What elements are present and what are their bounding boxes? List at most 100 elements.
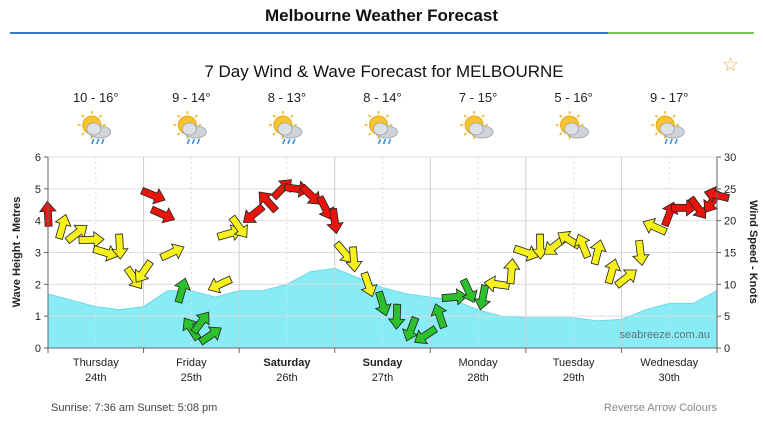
x-tick-day-date: 27th (372, 372, 393, 384)
cloud-puff (659, 122, 675, 136)
x-tick-day-date: 25th (181, 372, 202, 384)
wind-arrow (360, 271, 378, 298)
wind-arrow (283, 180, 311, 198)
sun-ray (194, 114, 198, 118)
partly-cloudy-icon (555, 111, 589, 139)
sun-ray (385, 114, 389, 118)
day-temperature: 7 - 15° (459, 90, 497, 105)
x-tick-day-name: Sunday (363, 357, 404, 369)
rain-drop (387, 138, 392, 145)
wind-arrow (642, 217, 668, 236)
partly-cloudy-rain-icon (77, 111, 112, 145)
sun-ray (368, 114, 372, 118)
wind-arrow (159, 243, 185, 262)
x-tick-day-name: Tuesday (553, 357, 595, 369)
day-temperature: 8 - 14° (363, 90, 401, 105)
rain-drop (674, 138, 678, 145)
y-tick-right-label: 30 (724, 152, 736, 164)
wind-arrow (174, 277, 192, 304)
sun-ray (368, 132, 372, 136)
sun-ray (559, 132, 563, 136)
rain-drop (664, 138, 668, 145)
rain-drop (186, 138, 191, 145)
partly-cloudy-rain-icon (173, 111, 207, 145)
sun-ray (81, 114, 85, 118)
wind-arrow (632, 239, 650, 267)
watermark: seabreeze.com.au (620, 329, 711, 341)
day-headers: 10 - 16° 9 - 14° 8 - 13° 8 - 14° 7 - 15° 5 - … (73, 90, 688, 145)
sun-ray (272, 114, 276, 118)
wind-arrow (374, 290, 392, 317)
y-tick-left-label: 6 (35, 152, 41, 164)
y-tick-right-label: 25 (724, 184, 736, 196)
sunrise-sunset: Sunrise: 7:36 am Sunset: 5:08 pm (51, 402, 218, 414)
wind-arrow (459, 277, 478, 304)
wind-arrow (604, 258, 622, 285)
wind-arrow (614, 269, 637, 289)
y-tick-left-label: 4 (35, 216, 41, 228)
wind-arrow (207, 275, 233, 294)
rain-drop (377, 138, 382, 145)
x-tick-day-date: 26th (276, 372, 297, 384)
rain-drop (91, 138, 95, 145)
x-tick-day-date: 28th (467, 372, 488, 384)
partly-cloudy-rain-icon (651, 111, 685, 145)
y-tick-left-label: 3 (35, 248, 41, 260)
x-tick-day-name: Wednesday (640, 357, 698, 369)
partly-cloudy-rain-icon (364, 111, 398, 145)
rain-drop (382, 138, 387, 145)
wind-arrow (242, 203, 266, 223)
sun-ray (654, 132, 658, 136)
y-tick-left-label: 2 (35, 279, 41, 291)
sun-ray (176, 132, 181, 136)
star-icon[interactable]: ☆ (722, 55, 740, 76)
rain-drop (292, 138, 296, 145)
sun-ray (576, 114, 581, 118)
axes: 0 1 2 3 4 5 6 0 5 10 15 20 25 30 Thursday 24th Friday 25t… (35, 152, 736, 384)
wind-arrow (502, 258, 521, 285)
y-tick-right-label: 20 (724, 216, 736, 228)
x-tick-day-name: Thursday (73, 357, 119, 369)
y-tick-left-label: 5 (35, 184, 41, 196)
y-axis-label-left: Wave Height - Metres (11, 197, 23, 308)
wind-arrow (483, 275, 511, 293)
rain-drop (96, 138, 100, 145)
y-tick-left-label: 0 (35, 343, 41, 355)
cloud-puff (181, 122, 197, 136)
y-tick-right-label: 15 (724, 248, 736, 260)
day-temperature: 10 - 16° (73, 90, 119, 105)
wind-arrow (149, 205, 176, 224)
wind-arrow (54, 213, 72, 240)
partly-cloudy-rain-icon (268, 111, 303, 145)
x-tick-day-name: Saturday (263, 357, 311, 369)
wind-arrow (198, 326, 222, 346)
sun-ray (290, 114, 294, 118)
y-tick-left-label: 1 (35, 311, 41, 323)
wind-arrow (574, 233, 592, 260)
y-axis-label-right: Wind Speed - Knots (747, 200, 759, 304)
wind-arrow (316, 195, 335, 221)
rain-drop (101, 138, 105, 145)
day-temperature: 8 - 13° (268, 90, 306, 105)
wind-arrow (190, 311, 210, 335)
day-temperature: 9 - 17° (650, 90, 688, 105)
sun-ray (654, 114, 658, 118)
sun-ray (99, 114, 103, 118)
wind-arrow (414, 325, 439, 345)
wind-wave-chart: 7 Day Wind & Wave Forecast for MELBOURNE… (11, 62, 759, 384)
cloud-puff (564, 122, 579, 136)
reverse-arrow-colours-link[interactable]: Reverse Arrow Colours (603, 402, 717, 414)
wind-arrow (430, 303, 448, 330)
wind-arrow (441, 288, 468, 306)
wind-arrow (589, 239, 607, 266)
x-tick-day-name: Monday (459, 357, 499, 369)
rain-drop (669, 138, 673, 145)
sun-ray (81, 132, 85, 136)
sun-ray (463, 132, 467, 136)
y-tick-right-label: 5 (724, 311, 730, 323)
x-tick-day-date: 30th (659, 372, 680, 384)
wind-arrow (326, 207, 344, 235)
rain-drop (196, 138, 201, 145)
sun-ray (176, 114, 181, 118)
title-divider (10, 32, 608, 34)
